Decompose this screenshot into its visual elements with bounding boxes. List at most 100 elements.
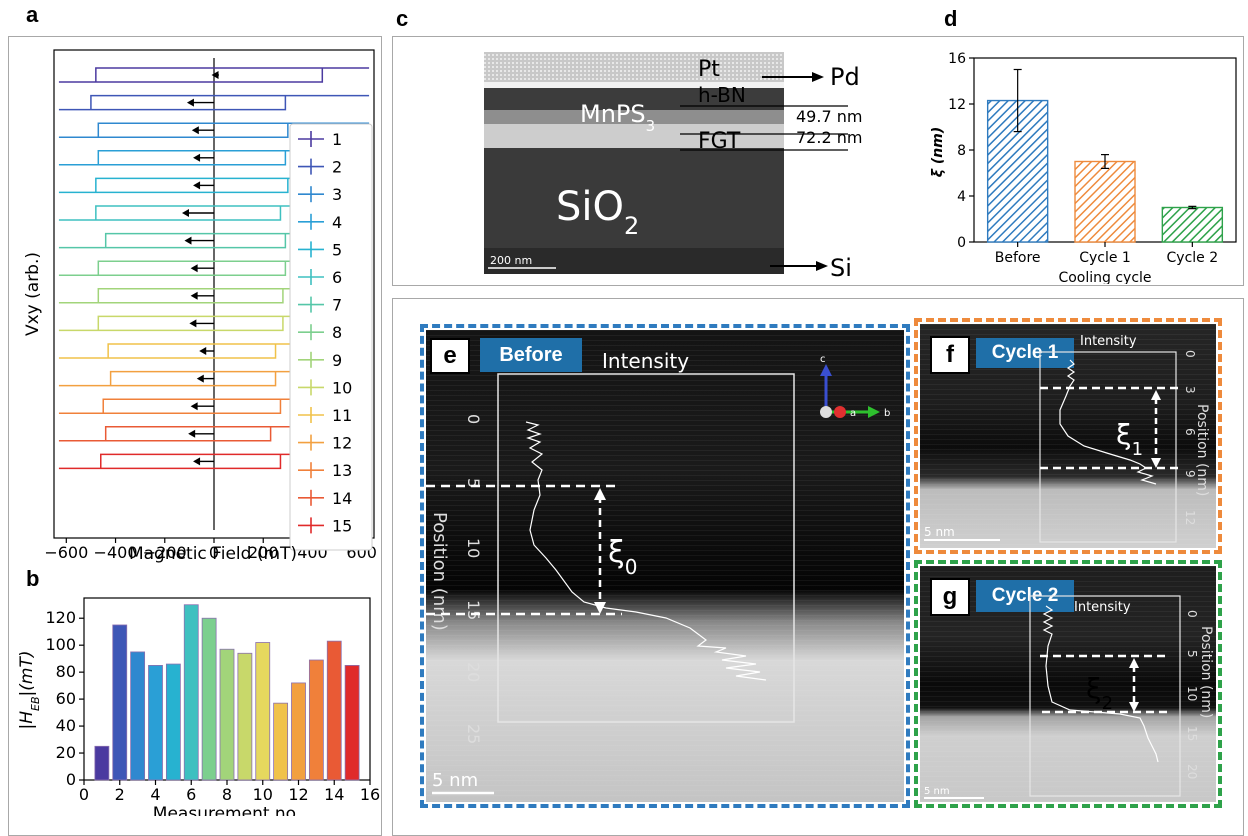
loop-series-2 [58, 94, 370, 111]
si-label: Si [830, 254, 852, 280]
panel-label-d: d [944, 6, 958, 31]
tick-e-25: 25 [464, 724, 483, 744]
profile-overlay-f: 0 3 6 9 12 Position (nm) ξ1 5 nm [924, 350, 1210, 543]
bar-14 [326, 640, 342, 781]
tick-g-5: 5 [1185, 650, 1199, 658]
bias-arrowhead-9 [190, 291, 198, 300]
bias-arrowhead-2 [186, 98, 194, 107]
x-tick-label-b-7: 14 [324, 785, 344, 804]
y-tick-label-d-4: 16 [948, 51, 966, 67]
legend-label-1: 1 [332, 130, 342, 149]
legend-label-9: 9 [332, 351, 342, 370]
scale-bar-e: 5 nm [432, 770, 478, 791]
x-tick-label-a-1: −400 [94, 543, 138, 562]
legend-label-2: 2 [332, 158, 342, 177]
y-tick-label-b-1: 20 [56, 743, 76, 762]
profile-overlay-e: 0 5 10 15 20 25 Position (nm) ξ0 c a b 5… [426, 354, 890, 795]
legend-label-13: 13 [332, 461, 352, 480]
x-tick-label-d-0: Before [995, 250, 1041, 266]
panel-label-b: b [26, 566, 40, 591]
loop-series-13 [58, 398, 370, 414]
xi-bar-chart: 0 4 8 12 16 Before Cycle 1 Cycle 2 Cooling cyc… [930, 51, 1237, 284]
y-axis-label-a: Vxy (arb.) [23, 252, 43, 336]
axis-a-dot [834, 406, 846, 418]
tick-f-6: 6 [1183, 428, 1197, 436]
bar-cycle-1 [1074, 160, 1136, 243]
panel-label-g: g [930, 578, 970, 616]
sio2-layer [484, 148, 784, 248]
bar-8 [219, 648, 235, 781]
bar-9 [237, 652, 253, 781]
y-tick-label-b-3: 60 [56, 689, 76, 708]
bar-4 [148, 665, 163, 781]
loop-series-6 [58, 205, 370, 221]
y-tick-label-b-2: 40 [56, 716, 76, 735]
pd-layer [484, 82, 784, 88]
bar-1 [94, 745, 110, 781]
loop-series-1 [58, 67, 370, 83]
tick-e-20: 20 [464, 662, 483, 682]
mnps3-label: MnPS3 [580, 100, 655, 135]
legend-label-8: 8 [332, 323, 342, 342]
bar-cycle-2 [1161, 206, 1224, 243]
legend-label-6: 6 [332, 268, 342, 287]
bias-arrowhead-6 [182, 209, 189, 217]
pd-label: Pd [830, 63, 860, 91]
hbn-label: h-BN [698, 83, 746, 107]
x-tick-label-b-1: 2 [115, 785, 125, 804]
bar-5 [165, 663, 181, 781]
y-tick-label-d-1: 4 [957, 189, 966, 205]
legend-label-5: 5 [332, 240, 342, 259]
legend-box [289, 123, 373, 551]
xi0-arrowhead-down [594, 602, 606, 614]
hbn-layer [484, 88, 784, 110]
y-tick-label-b-5: 100 [45, 635, 76, 654]
bias-arrowhead-4 [193, 153, 201, 162]
before-tag: Before [480, 338, 582, 372]
position-label-g: Position (nm) [1198, 626, 1214, 718]
panel-e-frame [420, 324, 910, 808]
exchange-bias-bar-chart: 0 2 4 6 8 10 12 14 16 0 20 40 60 80 100 120 Measuremen… [17, 597, 380, 816]
x-tick-label-b-3: 6 [186, 785, 196, 804]
position-label-f: Position (nm) [1194, 404, 1210, 496]
y-tick-label-d-2: 8 [957, 143, 966, 159]
x-tick-label-b-5: 10 [253, 785, 273, 804]
y-tick-label-b-0: 0 [66, 770, 76, 789]
intensity-label-f: Intensity [1080, 334, 1137, 349]
intensity-label-g: Intensity [1074, 600, 1131, 615]
thickness-49: 49.7 nm [796, 107, 862, 126]
y-axis-label-b: |HEB|(mT) [17, 651, 42, 730]
bar-6 [183, 604, 199, 781]
hysteresis-chart: −600 −400 −200 0 200 400 600 12345678910111213… [23, 49, 377, 564]
sio2-label: SiO2 [556, 184, 639, 240]
bar-13 [308, 659, 324, 781]
x-tick-label-b-6: 12 [288, 785, 308, 804]
panel-label-a: a [26, 2, 39, 27]
y-tick-label-d-0: 0 [957, 235, 966, 251]
bias-arrowhead-3 [191, 126, 199, 135]
x-tick-label-a-2: −200 [143, 543, 187, 562]
panel-f-frame [914, 318, 1222, 554]
tick-g-20: 20 [1185, 764, 1199, 779]
tick-e-0: 0 [464, 414, 483, 424]
bar-7 [201, 617, 217, 781]
loop-series-7 [58, 232, 370, 249]
tick-e-15: 15 [464, 600, 483, 620]
scale-bar-c: 200 nm [490, 254, 532, 267]
legend-label-14: 14 [332, 489, 352, 508]
legend-label-3: 3 [332, 185, 342, 204]
profile-overlay-g: 0 5 10 15 20 Position (nm) ξ2 5 nm [924, 595, 1214, 799]
tick-e-10: 10 [464, 538, 483, 558]
bar-10 [255, 642, 271, 781]
intensity-profile-g [1042, 605, 1159, 763]
loop-series-12 [58, 370, 370, 387]
tem-cross-section: Pt Pd h-BN MnPS3 49.7 nm FGT 72.2 nm SiO… [484, 52, 862, 280]
bar-15 [344, 665, 360, 781]
y-tick-label-b-6: 120 [45, 608, 76, 627]
loop-series-4 [58, 150, 370, 166]
pd-arrowhead [812, 72, 824, 82]
intensity-label-e: Intensity [602, 349, 690, 373]
loop-series-11 [58, 343, 370, 359]
x-tick-label-b-0: 0 [79, 785, 89, 804]
panel-label-c: c [396, 6, 409, 31]
